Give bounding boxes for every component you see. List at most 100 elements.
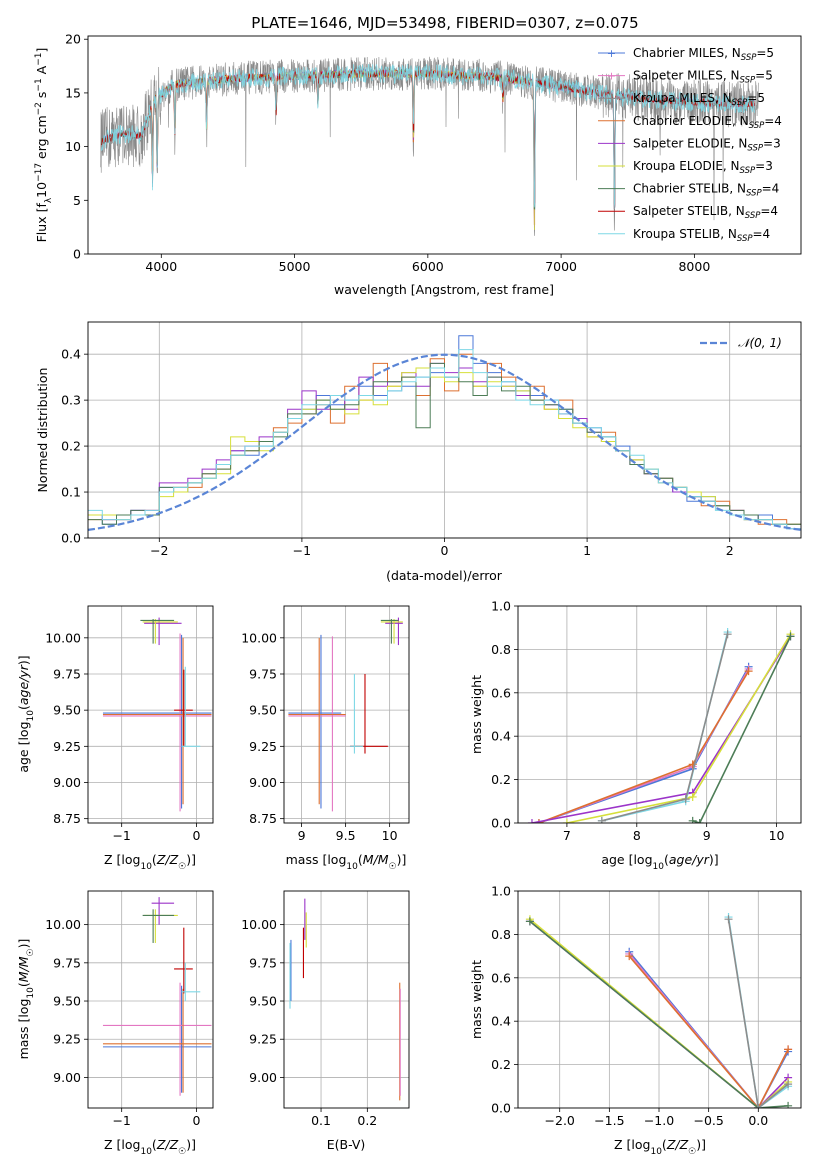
- plot-area: [518, 606, 801, 823]
- legend-subscript: SSP: [745, 211, 761, 221]
- y-tick-label: 0.2: [61, 439, 81, 454]
- legend-subscript: SSP: [740, 76, 756, 86]
- label-part: )]: [696, 1137, 706, 1152]
- point-marker: [597, 816, 606, 823]
- label-part: ☉: [688, 1147, 696, 1157]
- y-axis-label: mass weight: [469, 960, 484, 1039]
- plot-area: [100, 56, 759, 236]
- point-marker: [527, 819, 536, 823]
- label-part: ☉: [389, 862, 397, 872]
- figure-title: PLATE=1646, MJD=53498, FIBERID=0307, z=0…: [251, 14, 638, 32]
- legend-name: Chabrier ELODIE, N: [633, 114, 749, 128]
- label-part: age [log: [16, 721, 31, 772]
- label-part: s: [34, 92, 49, 103]
- errorbar-salpeter-stelib: [174, 927, 193, 994]
- label-part: Flux [f: [34, 203, 49, 243]
- series-line: [529, 918, 789, 1108]
- series-salpeter-miles: [534, 664, 753, 823]
- label-part: (: [358, 852, 363, 867]
- axes-frame: [517, 605, 802, 824]
- x-tick-label: 9: [298, 828, 306, 843]
- legend-name: Salpeter ELODIE, N: [633, 136, 747, 150]
- y-tick-label: 9.00: [53, 775, 81, 790]
- series-line: [628, 955, 789, 1108]
- legend-suffix: =4: [753, 227, 771, 241]
- x-tick-label: 10: [769, 828, 785, 843]
- plot-area: [88, 322, 801, 538]
- label-part: )]: [16, 655, 31, 665]
- label-part: )]: [397, 852, 407, 867]
- label-part: (: [16, 982, 31, 987]
- axes-frame: [87, 890, 214, 1109]
- plot-area: [88, 891, 213, 1108]
- errorbar-chabrier-elodie: [102, 988, 212, 1093]
- legend-suffix: =5: [756, 46, 774, 60]
- x-tick-label: 9.5: [336, 828, 356, 843]
- y-tick-label: 1.0: [491, 884, 511, 899]
- y-tick-label: 0.2: [491, 772, 511, 787]
- legend-suffix: =3: [763, 136, 781, 150]
- label-part: λ: [44, 197, 54, 203]
- x-tick-label: 0.0: [748, 1113, 768, 1128]
- x-tick-label: 0.2: [357, 1113, 377, 1128]
- errorbar-chabrier-elodie: [102, 637, 212, 805]
- legend-label: Chabrier ELODIE, NSSP=4: [633, 114, 782, 131]
- y-tick-label: 10: [65, 139, 81, 154]
- label-part: (: [152, 1137, 157, 1152]
- label-part: age/yr: [16, 664, 31, 705]
- legend-subscript: SSP: [741, 53, 757, 63]
- point-marker: [688, 816, 697, 823]
- label-part: erg cm: [34, 115, 49, 163]
- y-tick-label: 9.25: [249, 1032, 277, 1047]
- legend-name: Kroupa MILES, N: [633, 91, 732, 105]
- y-axis-label: age [log10(age/yr)]: [16, 655, 36, 772]
- legend-marker: +: [607, 92, 616, 105]
- point-marker: [724, 915, 733, 924]
- label-part: A: [34, 65, 49, 78]
- point-marker: [723, 630, 732, 639]
- errorbar-chabrier-miles: [102, 985, 212, 1093]
- y-axis-label: mass [log10(M/M☉)]: [16, 939, 36, 1060]
- errorbar-chabrier-elodie: [288, 637, 346, 805]
- x-axis-label: age [log10(age/yr)]: [601, 852, 718, 872]
- y-tick-label: 0.8: [491, 642, 511, 657]
- x-axis-label: wavelength [Angstrom, rest frame]: [334, 282, 554, 297]
- label-part: ☉: [178, 1147, 186, 1157]
- y-tick-label: 20: [65, 32, 81, 47]
- label-part: 10: [26, 710, 36, 722]
- series-salpeter-elodie: [527, 632, 795, 823]
- series-line: [538, 670, 750, 823]
- x-tick-label: 1: [583, 543, 591, 558]
- plot-area: [88, 606, 213, 823]
- legend-marker: +: [607, 70, 616, 83]
- label-part: 10: [26, 987, 36, 999]
- x-axis-label: E(B-V): [327, 1137, 366, 1152]
- panel-weight-vs-age: 7 8 9 10 0.0 0.2 0.4 0.6 0.8 1.0 mass weight age [l…: [469, 599, 802, 872]
- label-part: (: [16, 705, 31, 710]
- label-part: ]: [34, 48, 49, 53]
- errorbar-salpeter-stelib: [350, 673, 388, 754]
- errorbar-salpeter-stelib: [174, 669, 193, 747]
- plot-area: [518, 891, 801, 1108]
- plot-area: [284, 891, 409, 1108]
- label-part: −2: [34, 102, 44, 115]
- x-axis-label: Z [log10(Z/Z☉)]: [104, 1137, 196, 1157]
- normal-reference-curve: [88, 353, 801, 531]
- legend-subscript: SSP: [747, 143, 763, 153]
- legend-name: Chabrier STELIB, N: [633, 182, 746, 196]
- label-part: −1: [34, 53, 44, 66]
- x-tick-label: 8: [633, 828, 641, 843]
- errorbar-salpeter-miles: [288, 636, 346, 812]
- series-chabrier-stelib: [688, 632, 795, 823]
- label-part: age/yr: [669, 852, 710, 867]
- y-tick-label: 9.50: [249, 703, 277, 718]
- y-tick-label: 0.0: [491, 816, 511, 831]
- legend-suffix: =4: [762, 182, 780, 196]
- y-tick-label: 9.75: [249, 666, 277, 681]
- x-tick-label: 6000: [412, 259, 444, 274]
- y-tick-label: 9.75: [53, 955, 81, 970]
- y-tick-label: 0.3: [61, 393, 81, 408]
- y-axis-label: Normed distribution: [35, 368, 50, 493]
